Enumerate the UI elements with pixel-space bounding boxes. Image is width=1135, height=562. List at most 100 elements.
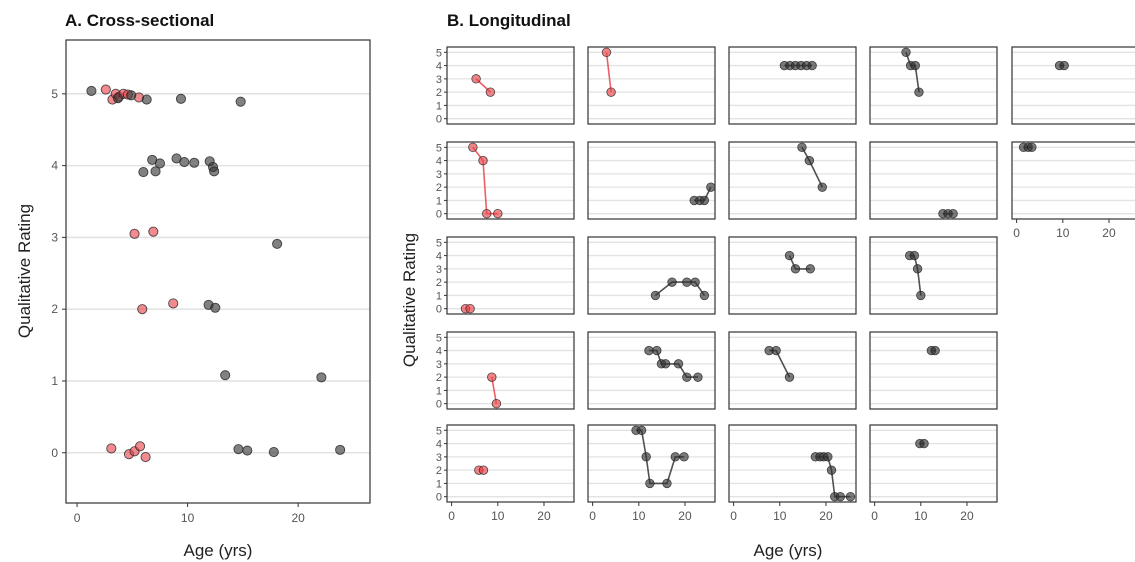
x-tick-label: 0 bbox=[74, 511, 81, 525]
facet-plot-area bbox=[447, 332, 574, 409]
data-point bbox=[135, 441, 146, 452]
y-tick-label: 3 bbox=[436, 169, 442, 181]
facet-panel bbox=[587, 331, 716, 410]
data-point bbox=[168, 298, 179, 309]
data-point bbox=[1027, 142, 1037, 153]
data-point bbox=[126, 90, 137, 101]
y-tick-label: 5 bbox=[436, 142, 442, 154]
plot-frame bbox=[65, 39, 371, 504]
data-point bbox=[667, 277, 677, 287]
y-tick-label: 1 bbox=[51, 374, 58, 388]
data-point bbox=[914, 87, 924, 97]
facet-panel: 0 10 20 bbox=[728, 424, 857, 523]
y-tick-label: 4 bbox=[436, 156, 442, 168]
x-tick-label: 0 bbox=[589, 509, 596, 523]
data-point bbox=[478, 155, 488, 166]
data-point bbox=[797, 142, 807, 153]
data-point bbox=[790, 264, 801, 274]
panel-a-title: A. Cross-sectional bbox=[65, 11, 214, 30]
facet-plot-area bbox=[729, 425, 856, 502]
x-tick-label: 0 bbox=[448, 509, 455, 523]
data-point bbox=[268, 446, 279, 458]
data-point bbox=[679, 452, 689, 462]
data-point bbox=[482, 208, 492, 219]
facet-plot-area bbox=[588, 332, 715, 409]
facet-frame bbox=[728, 331, 857, 410]
y-tick-label: 3 bbox=[436, 74, 442, 86]
y-tick-label: 5 bbox=[51, 87, 58, 101]
facet-frame bbox=[446, 236, 575, 315]
longitudinal-panel: B. Longitudinal Age (yrs) Qualitative Ra… bbox=[400, 11, 1135, 560]
data-point bbox=[100, 84, 111, 95]
data-point bbox=[478, 465, 489, 475]
data-point bbox=[272, 238, 283, 249]
data-point bbox=[235, 96, 246, 107]
facet-plot-area bbox=[447, 142, 574, 219]
data-point bbox=[909, 250, 920, 261]
y-tick-label: 0 bbox=[436, 209, 442, 221]
facet-panel: 0 10 20 bbox=[869, 424, 998, 523]
plot-area bbox=[66, 40, 370, 503]
data-point bbox=[335, 444, 346, 455]
x-tick-label: 20 bbox=[291, 511, 305, 525]
facet-frame bbox=[1011, 46, 1135, 125]
y-tick-label: 0 bbox=[436, 304, 442, 316]
data-point bbox=[660, 359, 671, 369]
y-tick-label: 1 bbox=[436, 478, 442, 490]
data-point bbox=[138, 167, 149, 178]
data-point bbox=[137, 304, 148, 315]
x-tick-label: 20 bbox=[678, 509, 692, 523]
data-point bbox=[1059, 60, 1069, 71]
facet-panel bbox=[728, 331, 857, 410]
facet-frame bbox=[587, 141, 716, 220]
y-tick-label: 0 bbox=[436, 492, 442, 504]
facet-plot-area bbox=[870, 47, 997, 124]
x-tick-label: 0 bbox=[1013, 226, 1020, 240]
data-point bbox=[826, 465, 837, 475]
facet-plot-area bbox=[729, 332, 856, 409]
facet-plot-area bbox=[729, 237, 856, 314]
cross-sectional-panel: A. Cross-sectional Age (yrs) Qualitative… bbox=[15, 11, 371, 560]
x-tick-label: 10 bbox=[773, 509, 787, 523]
data-point bbox=[465, 303, 475, 314]
data-point bbox=[150, 166, 161, 177]
y-tick-label: 2 bbox=[436, 277, 442, 289]
y-tick-label: 4 bbox=[51, 159, 58, 173]
data-point bbox=[179, 156, 190, 168]
data-point bbox=[209, 166, 220, 177]
x-tick-label: 10 bbox=[181, 511, 195, 525]
facet-plot-area bbox=[588, 425, 715, 502]
facet-plot-area bbox=[447, 425, 574, 502]
facet-frame bbox=[446, 46, 575, 125]
y-tick-label: 2 bbox=[436, 465, 442, 477]
data-point bbox=[316, 372, 327, 383]
y-tick-label: 5 bbox=[436, 332, 442, 344]
data-point bbox=[141, 94, 152, 105]
facet-plot-area bbox=[1012, 47, 1135, 124]
data-point bbox=[175, 93, 187, 104]
y-tick-label: 1 bbox=[436, 290, 442, 302]
x-tick-label: 20 bbox=[960, 509, 974, 523]
y-tick-label: 0 bbox=[51, 446, 58, 460]
facet-frame bbox=[728, 46, 857, 125]
x-tick-label: 10 bbox=[1056, 226, 1070, 240]
facet-panel bbox=[587, 141, 716, 220]
data-point bbox=[471, 74, 481, 84]
data-point bbox=[916, 290, 926, 301]
y-tick-label: 3 bbox=[436, 264, 442, 276]
data-point bbox=[807, 60, 817, 71]
facet-frame bbox=[587, 331, 716, 410]
data-point bbox=[706, 182, 716, 192]
data-point bbox=[912, 264, 923, 274]
data-point bbox=[805, 264, 815, 274]
facet-frame bbox=[446, 331, 575, 410]
data-point bbox=[682, 372, 692, 382]
y-tick-label: 4 bbox=[436, 251, 442, 263]
data-point bbox=[491, 398, 502, 409]
facet-plot-area bbox=[588, 237, 715, 314]
data-point bbox=[784, 250, 795, 261]
